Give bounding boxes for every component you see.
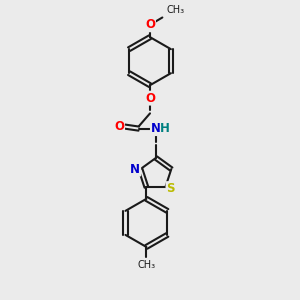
Text: H: H	[160, 122, 170, 134]
Text: O: O	[114, 120, 124, 133]
Text: O: O	[145, 18, 155, 31]
Text: CH₃: CH₃	[137, 260, 155, 269]
Text: S: S	[167, 182, 175, 195]
Text: N: N	[130, 163, 140, 176]
Text: CH₃: CH₃	[167, 5, 185, 15]
Text: O: O	[145, 92, 155, 105]
Text: N: N	[151, 122, 161, 135]
